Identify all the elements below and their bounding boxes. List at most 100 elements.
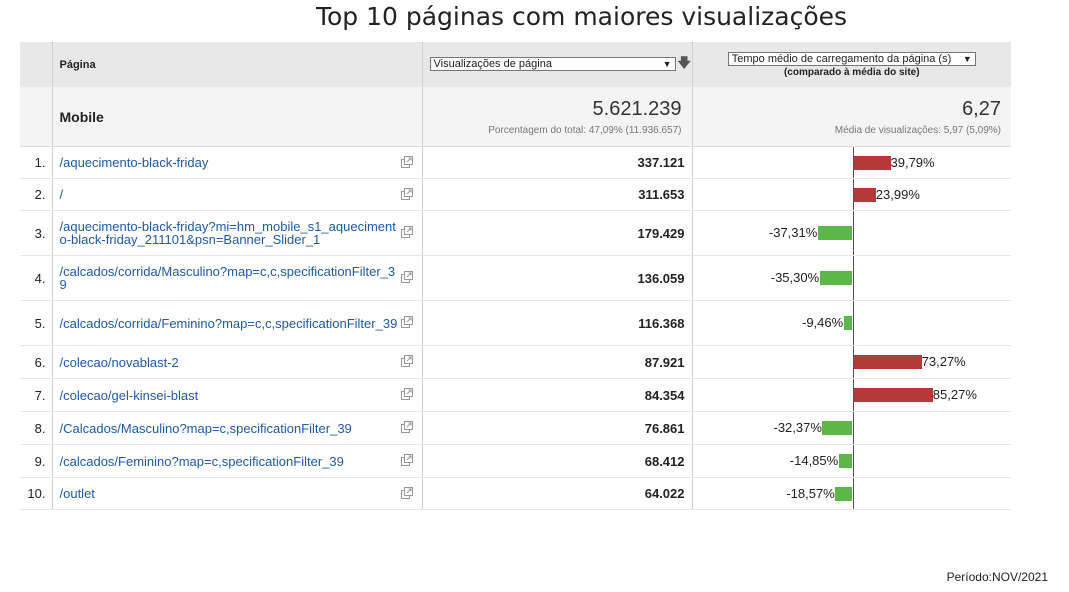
page-link[interactable]: /colecao/novablast-2 bbox=[59, 354, 179, 370]
page-cell: /calcados/Feminino?map=c,specificationFi… bbox=[51, 444, 422, 478]
faster-bar bbox=[817, 226, 853, 240]
load-delta-label: 73,27% bbox=[921, 354, 966, 369]
slower-bar bbox=[853, 388, 933, 402]
load-metric-select-label: Tempo médio de carregamento da página (s… bbox=[731, 52, 952, 65]
summary-load-total: 6,27 bbox=[962, 97, 1001, 120]
faster-bar bbox=[838, 454, 853, 468]
page-cell: /colecao/gel-kinsei-blast bbox=[51, 378, 422, 412]
open-in-new-window-icon[interactable] bbox=[400, 355, 413, 367]
page-link[interactable]: /outlet bbox=[59, 486, 95, 501]
row-index: 1. bbox=[20, 146, 52, 179]
comparison-axis bbox=[852, 179, 854, 210]
slower-bar bbox=[853, 187, 876, 202]
comparison-axis bbox=[852, 346, 854, 378]
table-row: 6. /colecao/novablast-2 87.921 73,27% bbox=[20, 345, 1011, 379]
open-in-new-window-icon[interactable] bbox=[400, 187, 413, 200]
summary-views-total: 5.621.239 bbox=[592, 97, 682, 120]
load-metric-select[interactable]: Tempo médio de carregamento da página (s… bbox=[727, 51, 976, 66]
comparison-axis bbox=[852, 478, 854, 509]
row-index: 2. bbox=[20, 178, 52, 211]
page-link[interactable]: /calcados/corrida/Masculino?map=c,c,spec… bbox=[59, 264, 396, 292]
summary-spacer bbox=[20, 87, 52, 147]
load-delta-cell: -35,30% bbox=[691, 255, 1011, 301]
summary-views-cell: 5.621.239 Porcentagem do total: 47,09% (… bbox=[421, 87, 692, 147]
open-in-new-window-icon[interactable] bbox=[400, 226, 413, 238]
views-metric-select[interactable]: Visualizações de página ▼ bbox=[429, 56, 676, 71]
chevron-down-icon: ▼ bbox=[662, 58, 672, 69]
table-row: 10. /outlet 64.022 -18,57% bbox=[20, 477, 1011, 510]
report-title: Top 10 páginas com maiores visualizações bbox=[315, 2, 848, 31]
page-link[interactable]: / bbox=[59, 187, 64, 202]
comparison-axis bbox=[852, 445, 854, 477]
views-value: 68.412 bbox=[421, 444, 692, 478]
page-link[interactable]: /calcados/Feminino?map=c,specificationFi… bbox=[59, 453, 344, 469]
open-in-new-window-icon[interactable] bbox=[400, 421, 413, 433]
row-index: 3. bbox=[20, 210, 52, 256]
row-index: 7. bbox=[20, 378, 52, 412]
table-row: 3./aquecimento-black-friday?mi=hm_mobile… bbox=[20, 210, 1011, 256]
load-delta-cell: -14,85% bbox=[691, 444, 1011, 478]
period-label: Período:NOV/2021 bbox=[946, 570, 1048, 584]
row-index: 5. bbox=[20, 300, 52, 346]
load-delta-cell: 23,99% bbox=[691, 178, 1011, 211]
table-row: 7. /colecao/gel-kinsei-blast 84.354 85,27% bbox=[20, 378, 1011, 412]
page-column-header: Página bbox=[51, 42, 422, 87]
page-link[interactable]: /Calcados/Masculino?map=c,specificationF… bbox=[59, 420, 352, 436]
comparison-axis bbox=[852, 379, 854, 411]
views-value: 64.022 bbox=[421, 477, 692, 510]
views-value: 84.354 bbox=[421, 378, 692, 412]
load-delta-cell: -18,57% bbox=[691, 477, 1011, 510]
open-in-new-window-icon[interactable] bbox=[400, 316, 413, 328]
page-link[interactable]: /aquecimento-black-friday bbox=[59, 155, 209, 170]
summary-row: Mobile 5.621.239 Porcentagem do total: 4… bbox=[20, 87, 1011, 147]
comparison-axis bbox=[852, 412, 854, 444]
open-in-new-window-icon[interactable] bbox=[400, 388, 413, 400]
row-index: 6. bbox=[20, 345, 52, 379]
table-row: 5. /calcados/corrida/Feminino?map=c,c,spe… bbox=[20, 300, 1011, 346]
comparison-axis bbox=[852, 301, 854, 345]
faster-bar bbox=[835, 486, 853, 501]
comparison-axis bbox=[852, 147, 854, 178]
table-row: 2. / 311.653 23,99% bbox=[20, 178, 1011, 211]
page-cell: /calcados/corrida/Masculino?map=c,c,spec… bbox=[51, 255, 422, 301]
load-delta-cell: 73,27% bbox=[691, 345, 1011, 379]
table-row: 9. /calcados/Feminino?map=c,specification… bbox=[20, 444, 1011, 478]
slower-bar bbox=[853, 355, 922, 369]
load-delta-label: 85,27% bbox=[932, 387, 977, 402]
page-cell: /aquecimento-black-friday bbox=[51, 146, 422, 179]
open-in-new-window-icon[interactable] bbox=[400, 155, 413, 168]
load-delta-label: -9,46% bbox=[802, 315, 844, 330]
load-time-comparison-note: (comparado à média do site) bbox=[783, 66, 920, 78]
summary-views-note: Porcentagem do total: 47,09% (11.936.657… bbox=[488, 124, 682, 136]
views-value: 116.368 bbox=[421, 300, 692, 346]
sort-down-arrow-icon[interactable]: 🡇 bbox=[677, 54, 691, 70]
open-in-new-window-icon[interactable] bbox=[400, 454, 413, 466]
views-value: 76.861 bbox=[421, 411, 692, 445]
page-link[interactable]: /calcados/corrida/Feminino?map=c,c,speci… bbox=[59, 315, 398, 331]
chevron-down-icon: ▼ bbox=[962, 53, 972, 64]
load-delta-cell: -37,31% bbox=[691, 210, 1011, 256]
row-index: 8. bbox=[20, 411, 52, 445]
views-value: 337.121 bbox=[421, 146, 692, 179]
table-row: 1. /aquecimento-black-friday 337.121 39,79% bbox=[20, 146, 1011, 179]
comparison-axis bbox=[852, 256, 854, 300]
load-delta-label: 39,79% bbox=[890, 154, 935, 170]
load-delta-cell: -32,37% bbox=[691, 411, 1011, 445]
row-index: 9. bbox=[20, 444, 52, 478]
open-in-new-window-icon[interactable] bbox=[400, 486, 413, 499]
open-in-new-window-icon[interactable] bbox=[400, 271, 413, 283]
index-header bbox=[20, 42, 52, 87]
summary-load-cell: 6,27 Média de visualizações: 5,97 (5,09%… bbox=[691, 87, 1011, 147]
page-link[interactable]: /aquecimento-black-friday?mi=hm_mobile_s… bbox=[59, 219, 396, 247]
views-value: 179.429 bbox=[421, 210, 692, 256]
summary-load-note: Média de visualizações: 5,97 (5,09%) bbox=[834, 124, 1001, 136]
load-delta-label: -14,85% bbox=[789, 453, 839, 468]
load-delta-cell: 85,27% bbox=[691, 378, 1011, 412]
faster-bar bbox=[843, 316, 853, 330]
load-delta-label: 23,99% bbox=[875, 186, 920, 202]
slower-bar bbox=[853, 155, 891, 170]
page-cell: /outlet bbox=[51, 477, 422, 510]
load-delta-label: -32,37% bbox=[773, 420, 822, 435]
faster-bar bbox=[819, 271, 853, 285]
page-link[interactable]: /colecao/gel-kinsei-blast bbox=[59, 387, 199, 403]
